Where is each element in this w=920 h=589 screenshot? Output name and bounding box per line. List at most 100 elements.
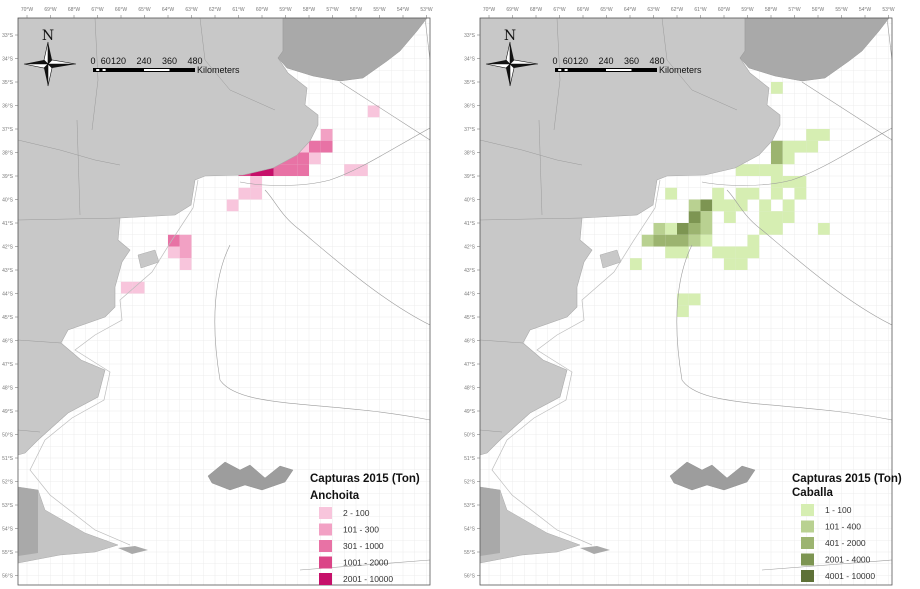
scale-bar-segment [606,69,632,71]
lat-tick-label: 50°S [464,432,476,438]
catch-cell [309,140,321,153]
lat-tick-label: 42°S [464,244,476,250]
scale-bar-label: 60 [563,56,573,66]
catch-cell [747,234,760,247]
catch-cell [320,140,333,153]
lat-tick-label: 36°S [464,103,476,109]
catch-cell [782,140,795,153]
legend-item-label: 4001 - 10000 [825,571,875,581]
lon-tick-label: 61°W [694,7,707,13]
lon-tick-label: 58°W [303,7,316,13]
north-arrow-compass-icon [485,41,539,87]
catch-cell [653,234,666,247]
scale-bar-label: 360 [624,56,639,66]
catch-cell [794,140,807,153]
legend-item-label: 101 - 300 [343,525,379,535]
catch-cell [759,223,771,235]
catch-cell [168,234,180,247]
catch-cell [771,82,783,94]
catch-cell [132,281,145,294]
scale-bar-segment [581,69,605,71]
legend-swatch [801,520,814,533]
lon-tick-label: 62°W [209,7,222,13]
catch-cell [297,152,309,165]
lat-tick-label: 38°S [464,150,476,156]
catch-cell [665,234,677,247]
lat-tick-label: 53°S [2,503,14,509]
lat-tick-label: 54°S [464,526,476,532]
lat-tick-label: 39°S [464,174,476,180]
lon-tick-label: 61°W [232,7,245,13]
lat-tick-label: 37°S [464,127,476,133]
lat-tick-label: 49°S [2,409,14,415]
scale-bar-segment [102,69,106,71]
catch-cell [285,164,298,176]
north-arrow-compass-icon [23,41,77,87]
lon-tick-label: 60°W [718,7,731,13]
catch-cell [724,211,736,223]
scale-bar-label: 360 [162,56,177,66]
scale-bar-label: 240 [598,56,613,66]
lat-tick-label: 36°S [2,103,14,109]
catch-cell [677,293,689,306]
lon-tick-label: 64°W [624,7,637,13]
legend-item-label: 101 - 400 [825,522,861,532]
lon-tick-label: 54°W [397,7,410,13]
lon-tick-label: 70°W [21,7,34,13]
lon-tick-label: 57°W [326,7,339,13]
catch-cell [677,223,689,235]
catch-cell [724,199,736,212]
lon-tick-label: 67°W [91,7,104,13]
lon-tick-label: 65°W [138,7,151,13]
catch-cell [735,246,748,259]
lon-tick-label: 59°W [279,7,292,13]
compass-north-label: N [42,28,54,44]
legend-swatch [801,537,814,549]
catch-cell [653,223,666,235]
catch-cell [179,246,192,259]
catch-cell [677,305,689,317]
lon-tick-label: 68°W [530,7,543,13]
catch-cell [262,164,274,176]
lon-tick-label: 57°W [788,7,801,13]
caballa-map-panel: 70°W 69°W 68°W 67°W 66°W 65°W 64°W 63°W 62°W 61°W… [464,7,902,586]
lat-tick-label: 34°S [464,56,476,62]
catch-cell [665,223,677,235]
lat-tick-label: 35°S [464,80,476,86]
legend-item-label: 301 - 1000 [343,541,384,551]
catch-cell [782,211,795,223]
legend-swatch [319,540,332,552]
legend-item-label: 2001 - 4000 [825,555,871,565]
lat-tick-label: 53°S [464,503,476,509]
catch-cell [712,199,724,212]
lon-tick-label: 53°W [420,7,433,13]
catch-cell [747,164,760,176]
lat-tick-label: 50°S [2,432,14,438]
catch-cell [700,211,713,223]
catch-cell [238,187,251,200]
lat-tick-label: 44°S [2,291,14,297]
catch-cell [818,223,830,235]
lon-tick-label: 59°W [741,7,754,13]
lon-tick-label: 58°W [765,7,778,13]
lon-tick-label: 67°W [553,7,566,13]
catch-cell [818,129,830,141]
catch-cell [735,164,748,176]
lon-tick-label: 66°W [115,7,128,13]
catch-cell [677,234,689,247]
catch-cell [759,164,771,176]
scale-bar-segment [558,69,562,71]
catch-cell [712,187,724,200]
catch-cell [665,246,677,259]
scale-bar-label: 120 [111,56,126,66]
legend-item-label: 2 - 100 [343,508,370,518]
lon-tick-label: 63°W [647,7,660,13]
lon-tick-label: 62°W [671,7,684,13]
catch-cell [735,258,748,270]
scale-bar-segment [561,69,565,71]
lon-tick-label: 69°W [44,7,57,13]
catch-cell [771,187,783,200]
